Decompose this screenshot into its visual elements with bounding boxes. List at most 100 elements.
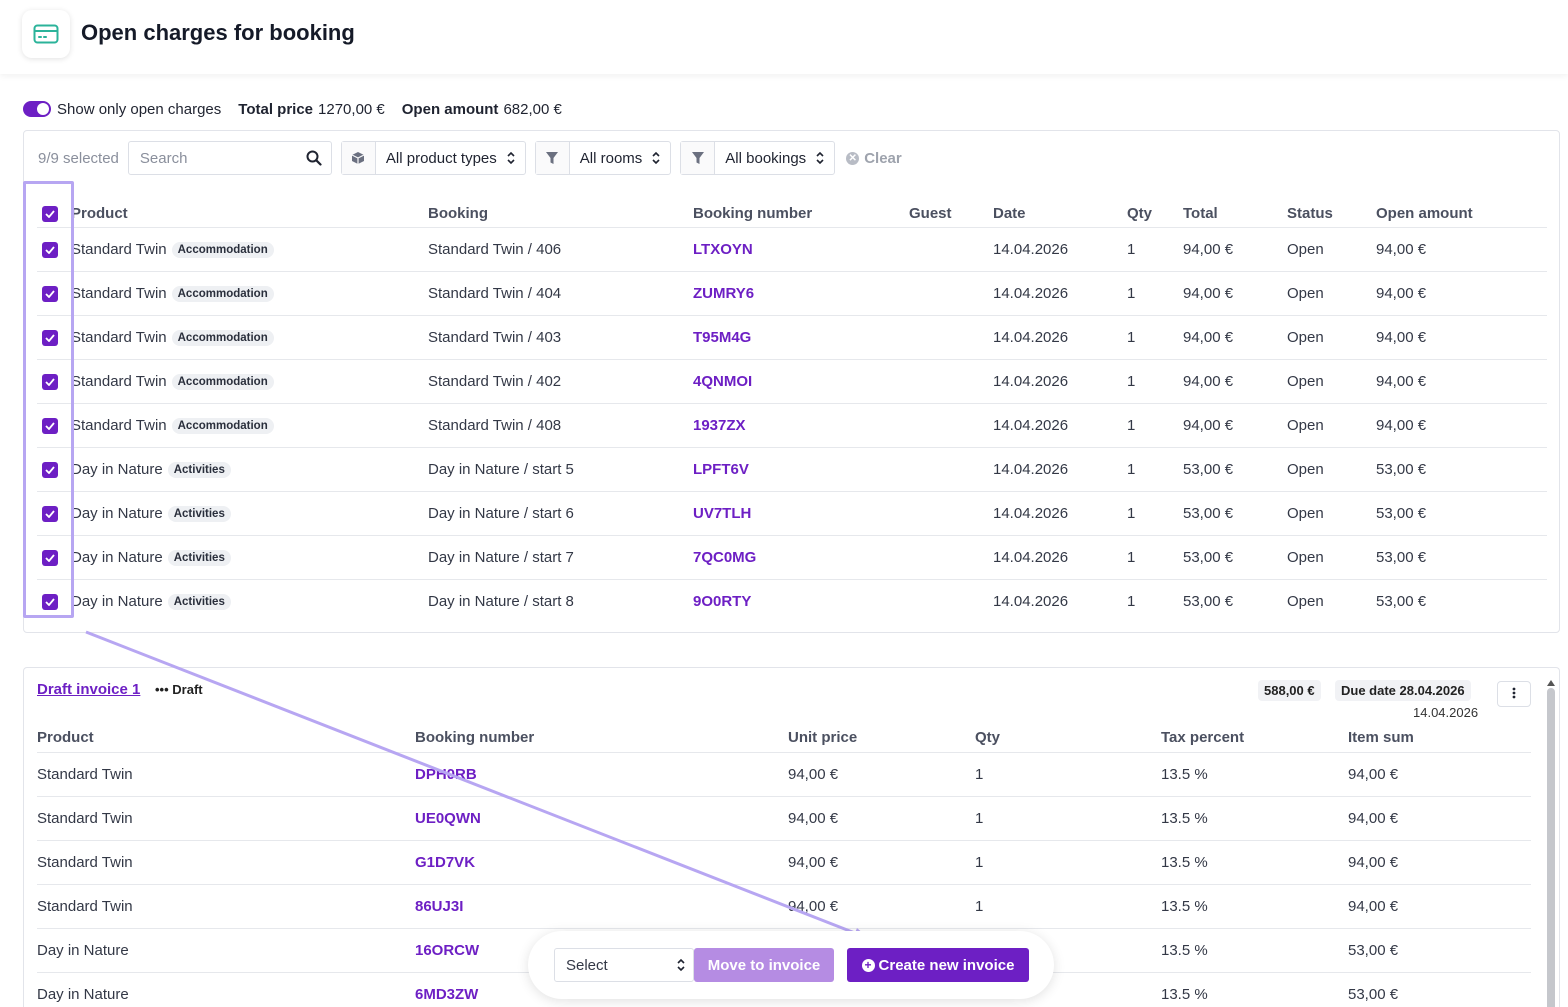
row-checkbox[interactable] [42, 593, 58, 610]
product-type-tag: Activities [167, 505, 231, 522]
col-total[interactable]: Total [1183, 195, 1287, 228]
date-cell: 14.04.2026 [993, 227, 1127, 272]
close-icon: ✕ [846, 151, 860, 165]
product-type-filter[interactable]: All product types [340, 141, 526, 175]
booking-number-link[interactable]: 16ORCW [415, 941, 480, 959]
row-select-cell[interactable] [37, 403, 71, 448]
row-checkbox[interactable] [42, 373, 58, 390]
open-charges-toggle[interactable] [23, 101, 51, 117]
item-sum-cell: 94,00 € [1348, 884, 1531, 929]
col-open-amount[interactable]: Open amount [1376, 195, 1547, 228]
col-booking-number[interactable]: Booking number [693, 195, 909, 228]
col-status[interactable]: Status [1287, 195, 1376, 228]
table-row: Standard Twin UE0QWN 94,00 €1 13.5 % 94,00 € [37, 796, 1531, 841]
more-options-button[interactable] [1497, 681, 1531, 707]
booking-number-link[interactable]: 7QC0MG [693, 548, 757, 566]
date-cell: 14.04.2026 [993, 592, 1069, 610]
table-row[interactable]: Day in Nature Activities Day in Nature / s… [37, 491, 1547, 536]
booking-number-link[interactable]: LPFT6V [693, 460, 749, 478]
select-all-checkbox[interactable] [42, 205, 58, 222]
booking-number-link[interactable]: 1937ZX [693, 416, 746, 434]
row-select-cell[interactable] [37, 315, 71, 360]
table-row[interactable]: Standard Twin Accommodation Standard Twin … [37, 315, 1547, 360]
row-select-cell[interactable] [37, 535, 71, 580]
product-type-tag: Activities [167, 549, 231, 566]
bookings-filter[interactable]: All bookings [680, 141, 836, 175]
booking-cell: Standard Twin / 402 [428, 359, 693, 404]
booking-number-link[interactable]: ZUMRY6 [693, 284, 755, 302]
row-checkbox[interactable] [42, 329, 58, 346]
create-new-invoice-button[interactable]: + Create new invoice [847, 948, 1029, 982]
row-checkbox[interactable] [42, 461, 58, 478]
total-price-label: Total price [238, 100, 314, 118]
table-row[interactable]: Day in Nature Activities Day in Nature / s… [37, 447, 1547, 492]
table-row[interactable]: Standard Twin Accommodation Standard Twin … [37, 403, 1547, 448]
scrollbar[interactable] [1546, 674, 1556, 1007]
scrollbar-thumb[interactable] [1547, 688, 1555, 1007]
row-checkbox[interactable] [42, 417, 58, 434]
qty-cell: 1 [1127, 315, 1183, 360]
booking-cell: Standard Twin / 403 [428, 315, 693, 360]
row-select-cell[interactable] [37, 491, 71, 536]
product-type-select[interactable]: All product types [376, 142, 525, 174]
scroll-up-icon[interactable] [1546, 679, 1556, 687]
select-all-cell[interactable] [37, 195, 71, 228]
row-checkbox[interactable] [42, 285, 58, 302]
booking-number-link[interactable]: 4QNMOI [693, 372, 753, 390]
booking-number-link[interactable]: T95M4G [693, 328, 752, 346]
total-cell: 94,00 € [1183, 227, 1287, 272]
bookings-select[interactable]: All bookings [715, 142, 834, 174]
booking-number-link[interactable]: UE0QWN [415, 809, 481, 827]
table-row[interactable]: Day in Nature Activities Day in Nature / s… [37, 579, 1547, 623]
search-input[interactable]: Search [127, 141, 332, 175]
open-amount-cell: 94,00 € [1376, 315, 1547, 360]
booking-number-cell: T95M4G [693, 315, 909, 360]
booking-number-link[interactable]: 86UJ3I [415, 897, 464, 915]
row-select-cell[interactable] [37, 227, 71, 272]
booking-number-cell: UV7TLH [693, 491, 909, 536]
booking-number-link[interactable]: 6MD3ZW [415, 985, 479, 1003]
booking-number-link[interactable]: LTXOYN [693, 240, 753, 258]
row-select-cell[interactable] [37, 579, 71, 623]
status-cell: Open [1287, 592, 1324, 610]
table-row[interactable]: Standard Twin Accommodation Standard Twin … [37, 227, 1547, 272]
booking-number-link[interactable]: DPH0RB [415, 765, 477, 783]
row-checkbox[interactable] [42, 241, 58, 258]
clear-filters-button[interactable]: ✕ Clear [846, 150, 902, 167]
col-date[interactable]: Date [993, 195, 1127, 228]
date-cell: 14.04.2026 [993, 271, 1127, 316]
row-select-cell[interactable] [37, 447, 71, 492]
open-amount-value: 682,00 € [503, 100, 562, 118]
table-row[interactable]: Standard Twin Accommodation Standard Twin … [37, 359, 1547, 404]
row-select-cell[interactable] [37, 359, 71, 404]
guest-cell [909, 535, 993, 580]
booking-number-link[interactable]: G1D7VK [415, 853, 476, 871]
rooms-select[interactable]: All rooms [570, 142, 671, 174]
rooms-value: All rooms [579, 149, 643, 167]
booking-number-link[interactable]: UV7TLH [693, 504, 752, 522]
col-unit-price: Unit price [788, 723, 975, 753]
row-checkbox[interactable] [42, 549, 58, 566]
product-cell: Day in Nature Activities [71, 579, 428, 623]
col-booking[interactable]: Booking [428, 195, 693, 228]
table-row[interactable]: Day in Nature Activities Day in Nature / s… [37, 535, 1547, 580]
product-name: Day in Nature [71, 592, 163, 610]
row-select-cell[interactable] [37, 271, 71, 316]
col-guest[interactable]: Guest [909, 195, 993, 228]
invoice-select[interactable]: Select [554, 948, 694, 982]
move-to-invoice-button[interactable]: Move to invoice [694, 948, 834, 982]
booking-number-link[interactable]: 9O0RTY [693, 592, 752, 610]
col-item-sum: Item sum [1348, 723, 1531, 753]
qty-cell: 1 [975, 840, 1161, 885]
draft-invoice-link[interactable]: Draft invoice 1 [37, 681, 141, 698]
total-cell: 94,00 € [1183, 403, 1287, 448]
guest-cell [909, 359, 993, 404]
col-qty[interactable]: Qty [1127, 195, 1183, 228]
updown-icon [507, 151, 515, 169]
product-cell: Day in Nature [37, 972, 415, 1007]
table-row[interactable]: Standard Twin Accommodation Standard Twin … [37, 271, 1547, 316]
col-product[interactable]: Product [71, 195, 428, 228]
row-checkbox[interactable] [42, 505, 58, 522]
rooms-filter[interactable]: All rooms [534, 141, 672, 175]
product-name: Standard Twin [71, 284, 167, 302]
